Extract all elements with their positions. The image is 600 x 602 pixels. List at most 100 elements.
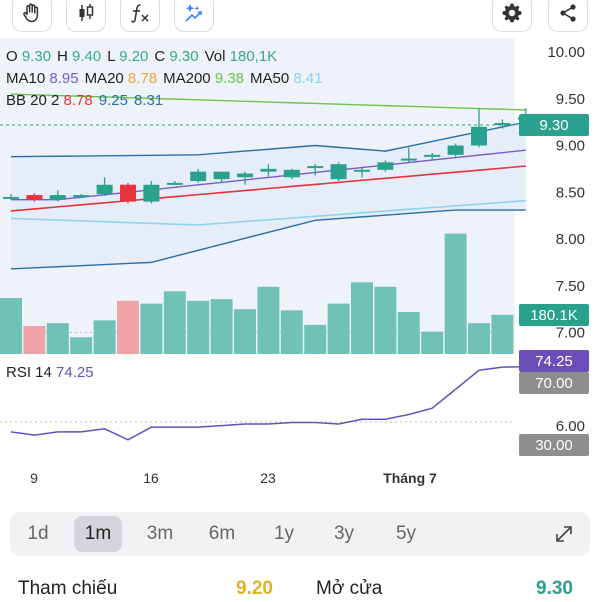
price-tick-label: 7.00 <box>556 325 585 342</box>
price-tick-label: 8.00 <box>556 231 585 248</box>
legend-key-ma200: MA200 <box>163 70 211 87</box>
rsi-upper-tag: 70.00 <box>519 372 589 394</box>
period-1m[interactable]: 1m <box>74 516 122 552</box>
ma200-line <box>10 93 526 111</box>
candle-body <box>96 184 113 195</box>
candle-body <box>73 195 90 198</box>
current-price-value: 9.30 <box>539 116 569 134</box>
rsi-value-tag: 74.25 <box>519 350 589 372</box>
legend-key-ma20: MA20 <box>84 70 124 87</box>
candle-body <box>307 166 324 169</box>
candle-body <box>400 158 417 161</box>
legend-value-o: 9.30 <box>21 48 52 65</box>
candle-body <box>471 126 487 146</box>
current-volume-value: 180.1K <box>530 306 578 324</box>
candle-body <box>190 171 207 182</box>
candle-body <box>166 182 183 185</box>
bollinger-upper-line <box>10 121 526 158</box>
candle-body <box>260 168 277 172</box>
rsi-legend: RSI 14 74.25 <box>6 364 94 381</box>
volume-bar <box>257 286 280 354</box>
volume-bar <box>210 299 233 354</box>
open-value: 9.30 <box>536 578 573 599</box>
period-3y[interactable]: 3y <box>333 523 355 544</box>
reference-label: Tham chiếu <box>18 578 118 599</box>
chart-area[interactable]: 10.009.509.008.508.007.507.006.506.00 O … <box>0 38 600 460</box>
rsi-line <box>10 365 526 441</box>
bb-legend: BB 20 2 8.78 9.25 8.31 <box>6 92 169 109</box>
legend-value-l: 9.20 <box>119 48 149 65</box>
legend-value-h: 9.40 <box>72 48 102 65</box>
candle-body <box>26 195 43 200</box>
volume-bar <box>397 312 420 354</box>
price-tick-label: 6.00 <box>556 418 585 435</box>
period-6m[interactable]: 6m <box>208 523 236 544</box>
ma20-line <box>10 165 526 212</box>
volume-bar <box>163 291 186 354</box>
legend-key-bb: BB 20 2 <box>6 92 60 109</box>
period-5y[interactable]: 5y <box>395 523 417 544</box>
gear-icon[interactable] <box>492 0 532 32</box>
volume-bar <box>351 282 373 354</box>
x-axis-label: 16 <box>143 470 159 486</box>
candle-body <box>49 195 66 200</box>
legend-value-bb-0: 8.78 <box>63 92 93 109</box>
candle-body <box>354 169 370 172</box>
price-tick-label: 7.50 <box>556 278 585 295</box>
volume-bar <box>421 331 444 354</box>
period-1d[interactable]: 1d <box>27 523 49 544</box>
candle-body <box>447 145 464 155</box>
volume-bar <box>468 323 490 354</box>
legend-key-l: L <box>107 48 120 65</box>
x-axis-label: Tháng 7 <box>383 470 437 486</box>
volume-bar <box>327 303 350 354</box>
legend-value-bb-1: 9.25 <box>98 92 128 109</box>
ma10-line <box>11 149 526 201</box>
legend-key-vol: Vol <box>204 48 230 65</box>
price-tick-label: 9.50 <box>556 91 585 108</box>
candle-body <box>494 123 511 126</box>
current-price-tag: 9.30 <box>519 114 589 136</box>
hand-icon[interactable] <box>12 0 52 32</box>
legend-value-ma20: 8.78 <box>127 70 158 87</box>
bollinger-lower-line <box>10 209 526 270</box>
legend-key-ma10: MA10 <box>6 70 46 87</box>
rsi-value: 74.25 <box>535 352 573 370</box>
candle-body <box>237 173 253 178</box>
candle-body <box>424 154 441 157</box>
volume-bar <box>187 300 210 354</box>
period-1y[interactable]: 1y <box>273 523 295 544</box>
legend-value-c: 9.30 <box>169 48 199 65</box>
ohlc-legend: O 9.30 H 9.40 L 9.20 C 9.30 Vol 180,1K <box>6 48 283 65</box>
share-icon[interactable] <box>548 0 588 32</box>
rsi-lower-tag: 30.00 <box>519 434 589 456</box>
expand-icon[interactable] <box>552 522 576 546</box>
candle-body <box>213 171 230 180</box>
quote-info-row: Tham chiếu 9.20 Mở cửa 9.30 <box>0 578 600 602</box>
rsi-lower-value: 30.00 <box>535 436 573 454</box>
reference-value: 9.20 <box>236 578 273 599</box>
volume-bar <box>70 337 93 354</box>
candlestick-icon[interactable] <box>66 0 106 32</box>
volume-bar <box>374 286 397 354</box>
price-chart[interactable]: 10.009.509.008.508.007.507.006.506.00 <box>0 38 600 460</box>
period-3m[interactable]: 3m <box>146 523 174 544</box>
candle-body <box>120 184 136 202</box>
candle-body <box>283 169 300 178</box>
function-icon[interactable] <box>120 0 160 32</box>
legend-value-ma200: 9.38 <box>214 70 245 87</box>
legend-value-ma50: 8.41 <box>293 70 323 87</box>
x-axis-label: 9 <box>30 470 38 486</box>
volume-bar <box>444 233 467 354</box>
legend-value-ma10: 8.95 <box>49 70 79 87</box>
sparkle-chart-icon[interactable] <box>174 0 214 32</box>
period-selector: 1d 1m 3m 6m 1y 3y 5y <box>10 512 590 556</box>
legend-key-o: O <box>6 48 22 65</box>
volume-bar <box>234 309 256 354</box>
open-label: Mở cửa <box>316 578 383 599</box>
price-tick-label: 10.00 <box>547 44 585 61</box>
x-axis-labels: 9 16 23 Tháng 7 <box>0 470 600 494</box>
volume-bar <box>491 314 514 354</box>
candle-body <box>143 184 160 202</box>
candle-body <box>3 196 19 199</box>
